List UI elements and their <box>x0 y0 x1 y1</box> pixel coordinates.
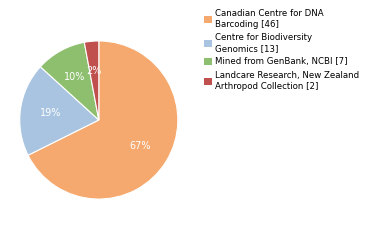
Text: 67%: 67% <box>130 141 151 151</box>
Text: 19%: 19% <box>40 108 61 118</box>
Wedge shape <box>28 41 178 199</box>
Wedge shape <box>20 67 99 155</box>
Wedge shape <box>84 41 99 120</box>
Wedge shape <box>40 42 99 120</box>
Text: 10%: 10% <box>64 72 86 82</box>
Legend: Canadian Centre for DNA
Barcoding [46], Centre for Biodiversity
Genomics [13], M: Canadian Centre for DNA Barcoding [46], … <box>204 9 359 90</box>
Text: 2%: 2% <box>87 66 102 76</box>
